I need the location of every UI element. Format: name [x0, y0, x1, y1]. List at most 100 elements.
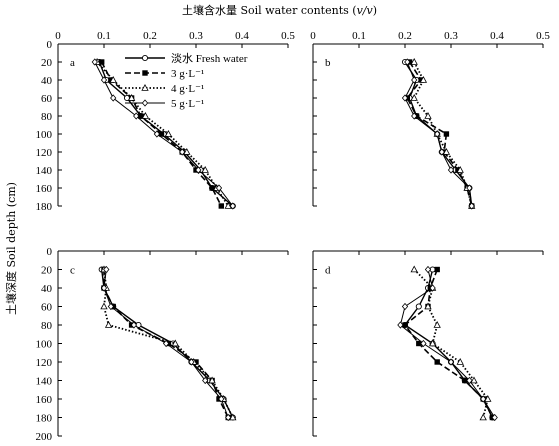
x-tick-label: 0.3: [189, 30, 203, 42]
data-point-5g: [401, 302, 409, 311]
x-tick-label: 0.2: [143, 30, 157, 42]
panel-letter: d: [325, 265, 331, 277]
series-line-4g: [413, 61, 473, 207]
data-point-4g: [100, 302, 108, 310]
data-point-3g: [455, 167, 461, 173]
data-point-5g: [179, 148, 186, 156]
data-point-4g: [442, 147, 451, 155]
data-point-3g: [434, 266, 440, 273]
legend-marker-4g: [141, 83, 149, 91]
y-tick-label: 200: [36, 431, 53, 443]
data-point-4g: [456, 165, 464, 173]
series-line-4g: [103, 269, 234, 418]
data-point-3g: [209, 185, 215, 191]
data-point-4g: [410, 57, 418, 65]
data-point-5g: [215, 184, 223, 192]
y-tick-label: 60: [41, 93, 53, 105]
legend-label-5g: 5 g·L⁻¹: [171, 98, 204, 110]
y-tick-label: 120: [36, 357, 53, 369]
data-point-5g: [130, 321, 138, 329]
data-point-3g: [158, 131, 165, 137]
data-point-5g: [133, 112, 140, 120]
panel-letter: a: [70, 57, 75, 69]
data-point-4g: [410, 265, 418, 273]
legend-marker-fresh: [141, 54, 149, 62]
data-point-3g: [462, 377, 468, 384]
y-tick-label: 140: [36, 376, 53, 388]
data-point-5g: [429, 284, 436, 292]
y-tick-label: 180: [36, 201, 53, 213]
legend-label-3g: 3 g·L⁻¹: [171, 68, 204, 80]
data-point-5g: [447, 166, 455, 174]
data-point-4g: [171, 339, 179, 347]
data-point-5g: [225, 413, 232, 422]
data-point-4g: [424, 111, 432, 119]
data-point-3g: [108, 77, 114, 83]
x-tick-label: 0: [55, 30, 61, 42]
data-point-5g: [420, 339, 427, 348]
data-point-3g: [443, 131, 450, 137]
data-point-5g: [411, 112, 418, 120]
data-point-4g: [410, 93, 418, 101]
data-point-5g: [162, 339, 170, 348]
data-point-5g: [153, 130, 161, 138]
data-point-4g: [141, 111, 150, 119]
y-tick-label: 60: [41, 302, 53, 314]
panel-a: 0 0.1 0.2 0.3 0.4 0.5 0 20 40 60 80 100 120 140 160 180…: [36, 30, 296, 213]
data-point-3g: [99, 59, 105, 65]
x-tick-label: 0.2: [398, 30, 412, 42]
data-point-5g: [188, 358, 195, 366]
data-point-5g: [218, 395, 225, 403]
data-point-3g: [193, 359, 199, 365]
x-tick-label: 0.5: [281, 30, 295, 42]
title-cn: 土壤含水量: [181, 4, 237, 17]
data-point-3g: [138, 113, 144, 119]
data-point-5g: [466, 376, 473, 385]
x-tick-label: 0.1: [97, 30, 111, 42]
series-line-5g: [399, 269, 496, 418]
x-tick-label: 0.1: [352, 30, 366, 42]
data-point-5g: [480, 395, 487, 403]
data-point-4g: [127, 93, 136, 101]
data-point-4g: [470, 376, 478, 384]
data-point-fresh: [415, 303, 422, 310]
data-point-5g: [466, 184, 473, 192]
legend-marker-5g: [141, 99, 149, 107]
title-unit: v/v: [356, 4, 373, 17]
data-point-5g: [107, 302, 115, 311]
data-point-3g: [402, 322, 408, 328]
y-tick-label: 0: [47, 39, 53, 51]
data-point-5g: [404, 58, 411, 66]
data-point-4g: [224, 201, 232, 209]
data-point-5g: [424, 265, 432, 274]
panel-c: 0 20 40 60 80 100 120 140 160 180 200 c: [36, 246, 289, 443]
data-point-4g: [104, 320, 113, 328]
legend-label-fresh: 淡水 Fresh water: [171, 52, 248, 65]
data-point-5g: [411, 76, 418, 84]
data-point-5g: [401, 94, 409, 102]
x-tick-label: 0.5: [536, 30, 550, 42]
x-tick-label: 0.4: [490, 30, 504, 42]
figure-title: 土壤含水量 Soil water contents (v/v): [181, 4, 378, 17]
y-tick-label: 120: [36, 147, 53, 159]
y-tick-label: 40: [41, 75, 53, 87]
legend-marker-3g: [142, 70, 148, 76]
data-point-5g: [229, 202, 236, 210]
y-tick-label: 20: [41, 57, 53, 69]
data-point-4g: [164, 129, 173, 137]
data-point-5g: [447, 358, 455, 366]
data-point-5g: [491, 413, 498, 422]
data-point-5g: [202, 376, 209, 385]
data-point-4g: [201, 165, 209, 173]
data-point-4g: [183, 147, 191, 155]
y-tick-label: 160: [36, 183, 53, 195]
data-point-5g: [103, 265, 110, 274]
data-point-4g: [428, 339, 437, 347]
y-tick-label: 140: [36, 165, 53, 177]
data-point-3g: [418, 77, 424, 83]
x-tick-label: 0.4: [235, 30, 249, 42]
data-point-5g: [100, 76, 108, 84]
data-point-3g: [218, 203, 224, 209]
data-point-5g: [468, 202, 475, 210]
y-tick-label: 20: [41, 265, 53, 277]
